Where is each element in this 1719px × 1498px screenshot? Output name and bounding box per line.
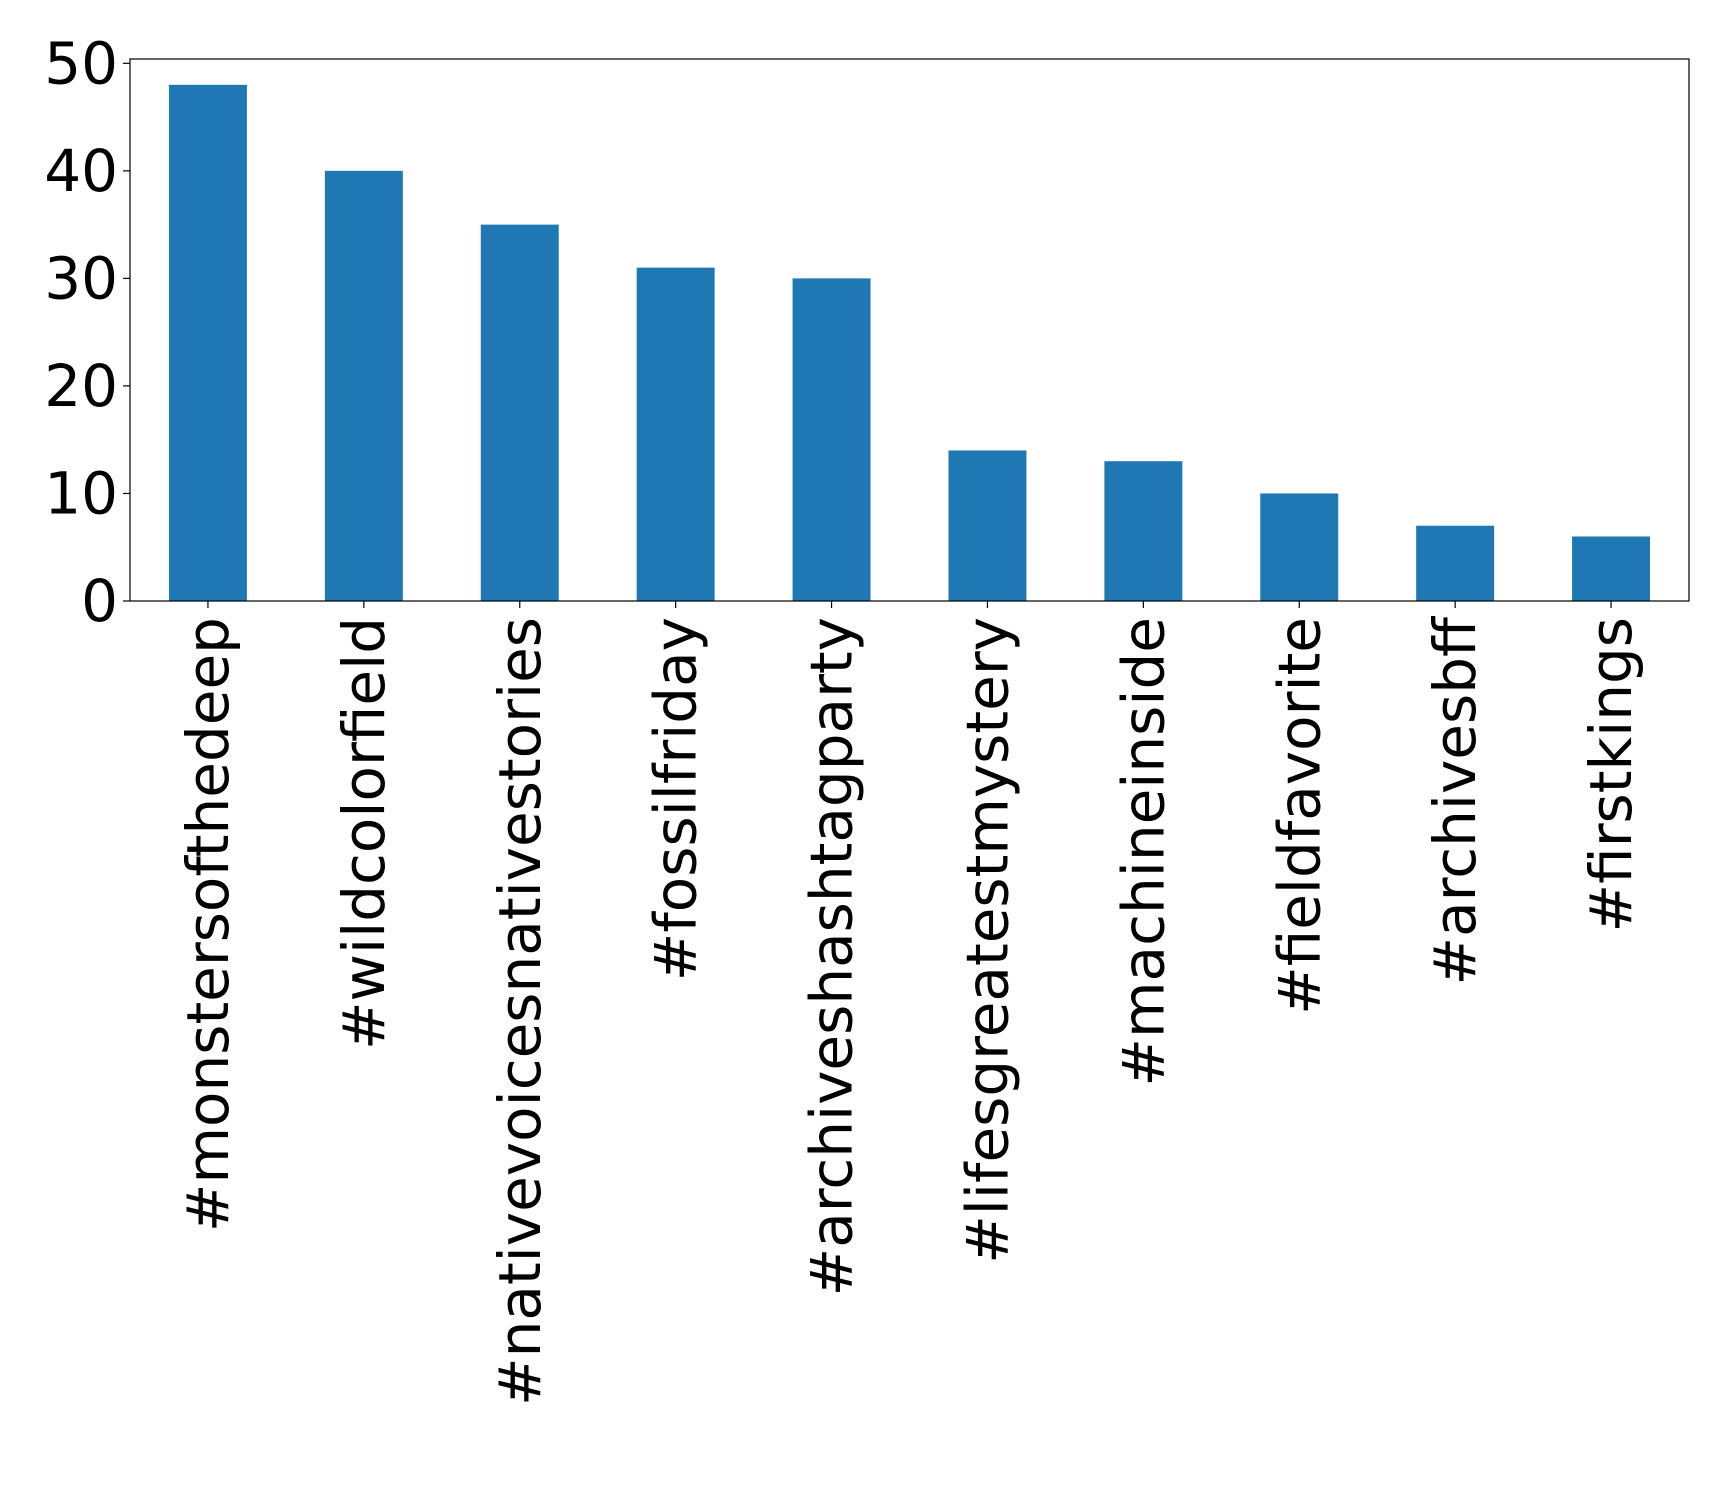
x-tick-label: #archivesbff (1421, 615, 1489, 986)
y-tick-label: 20 (44, 352, 118, 420)
y-tick-label: 40 (44, 137, 118, 205)
bar-nativevoicesnativestories (480, 224, 559, 601)
bar-lifesgreatestmystery (948, 450, 1027, 601)
bar-fieldfavorite (1260, 493, 1339, 601)
x-tick-label: #lifesgreatestmystery (953, 617, 1021, 1264)
x-tick-label: #wildcolorfield (330, 617, 398, 1050)
bar-machineinside (1104, 461, 1183, 601)
bar-fossilfriday (636, 267, 715, 601)
plot-frame (129, 58, 1690, 602)
bar-archivesbff (1416, 525, 1495, 601)
x-tick-label: #machineinside (1109, 617, 1177, 1087)
x-tick-label: #firstkings (1577, 617, 1645, 932)
x-tick-layer: #monstersofthedeep #wildcolorfield #native… (174, 601, 1645, 1406)
bar-monstersofthedeep (168, 84, 247, 602)
bars-layer (168, 84, 1651, 602)
bar-firstkings (1572, 536, 1651, 601)
x-tick-label: #nativevoicesnativestories (486, 617, 554, 1406)
y-tick-label: 0 (81, 567, 118, 635)
y-tick-label: 30 (44, 244, 118, 312)
axes-layer (129, 58, 1690, 602)
x-tick-label: #archiveshashtagparty (798, 617, 866, 1296)
x-tick-label: #monstersofthedeep (174, 617, 242, 1232)
x-tick-label: #fossilfriday (642, 617, 710, 981)
x-tick-label: #fieldfavorite (1265, 617, 1333, 1015)
bar-wildcolorfield (324, 170, 403, 602)
y-tick-layer: 0 10 20 30 40 50 (44, 29, 130, 635)
y-tick-label: 50 (44, 29, 118, 97)
bar-archiveshashtagparty (792, 278, 871, 601)
y-tick-label: 10 (44, 459, 118, 527)
